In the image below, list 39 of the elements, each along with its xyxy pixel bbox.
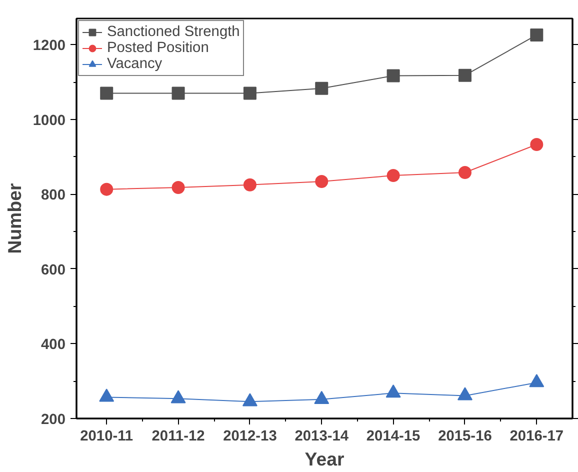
- point: [172, 86, 185, 100]
- y-tick-label: 600: [41, 262, 66, 278]
- legend-label: Sanctioned Strength: [107, 24, 240, 40]
- point: [529, 374, 544, 388]
- point: [458, 68, 472, 82]
- x-tick-label: 2011-12: [152, 428, 205, 444]
- x-tick-label: 2016-17: [510, 428, 564, 444]
- legend-label: Posted Position: [107, 40, 209, 56]
- point: [172, 180, 185, 194]
- point: [100, 86, 114, 100]
- point: [530, 138, 544, 151]
- point: [386, 384, 401, 398]
- point: [315, 82, 328, 95]
- x-tick-label: 2010-11: [80, 428, 134, 444]
- y-tick-label: 1200: [32, 38, 66, 54]
- point: [315, 175, 328, 188]
- y-tick-label: 400: [41, 337, 66, 354]
- point: [457, 387, 472, 400]
- x-tick-label: 2012-13: [223, 428, 277, 444]
- y-axis-title: Number: [4, 183, 25, 254]
- point: [386, 69, 400, 82]
- point: [530, 28, 544, 42]
- x-tick-label: 2013-14: [294, 428, 350, 444]
- point: [458, 166, 472, 180]
- y-tick-label: 1000: [32, 112, 66, 129]
- point: [243, 178, 256, 192]
- y-tick-label: 200: [41, 412, 66, 428]
- point: [99, 388, 114, 402]
- point: [243, 86, 256, 100]
- point: [314, 390, 330, 404]
- legend-label: Vacancy: [107, 56, 162, 72]
- x-tick-label: 2015-16: [438, 428, 492, 444]
- x-tick-label: 2014-15: [366, 428, 420, 444]
- point: [242, 393, 258, 406]
- x-axis-title: Year: [304, 448, 344, 470]
- point: [170, 390, 186, 404]
- y-tick-label: 800: [41, 188, 66, 204]
- point: [386, 169, 400, 182]
- point: [100, 182, 114, 196]
